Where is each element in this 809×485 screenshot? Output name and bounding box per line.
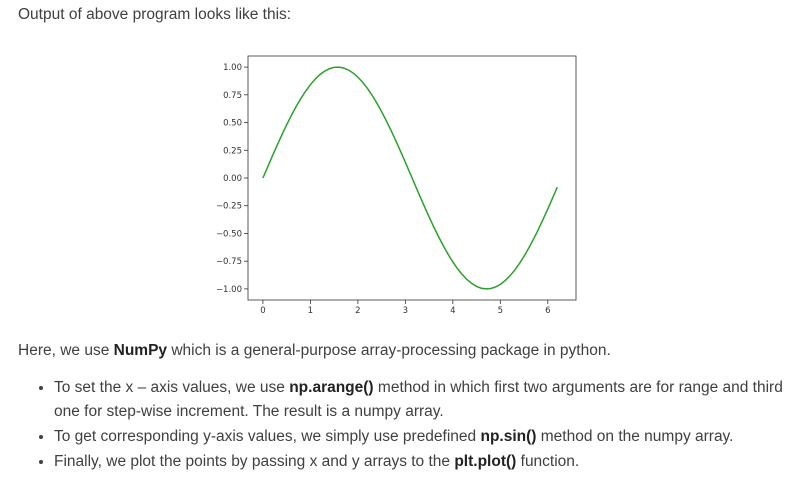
bullet-suffix: method in which first two arguments are … [54,379,783,420]
y-tick-label: 0.75 [223,91,242,101]
series-line [262,66,558,290]
paragraph-prefix: Here, we use [18,342,114,359]
x-tick-label: 6 [545,306,550,316]
paragraph-suffix: which is a general-purpose array-process… [167,342,611,359]
bullet-prefix: To set the x – axis values, we use [54,379,290,396]
y-tick-label: 1.00 [223,63,242,73]
x-tick-label: 0 [260,306,265,316]
paragraph-bold: NumPy [113,342,168,359]
list-item: Finally, we plot the points by passing x… [54,450,794,474]
bullet-suffix: method on the numpy array. [536,428,734,445]
y-tick-label: 0.00 [223,174,242,184]
intro-text: Output of above program looks like this: [18,6,292,23]
bullet-bold: np.arange() [289,379,374,396]
list-item: To set the x – axis values, we use np.ar… [54,376,794,424]
y-tick-label: −0.75 [216,257,242,267]
bullet-suffix: function. [516,453,580,470]
list-item: To get corresponding y-axis values, we s… [54,425,794,449]
bullet-prefix: Finally, we plot the points by passing x… [54,453,455,470]
y-tick-label: 0.25 [223,146,242,156]
bullet-bold: plt.plot() [454,453,517,470]
bullet-prefix: To get corresponding y-axis values, we s… [54,428,481,445]
y-tick-label: −0.25 [216,202,242,212]
y-tick-label: −1.00 [216,285,242,295]
chart-svg: 1.00 0.75 0.50 0.25 0.00 −0.25 −0.50 −0.75 −1.00… [216,55,577,316]
x-tick-label: 5 [498,306,503,316]
x-tick-label: 2 [355,306,360,316]
explanation-list: To set the x – axis values, we use np.ar… [34,376,794,475]
bullet-bold: np.sin() [480,428,537,445]
x-tick-label: 3 [403,306,408,316]
numpy-paragraph: Here, we use NumPy which is a general-pu… [18,342,611,360]
x-tick-label: 1 [308,306,313,316]
y-tick-label: 0.50 [223,119,242,129]
x-tick-label: 4 [450,306,455,316]
y-tick-label: −0.50 [216,229,242,239]
sine-wave-plot: 1.00 0.75 0.50 0.25 0.00 −0.25 −0.50 −0.75 −1.00… [200,48,590,323]
